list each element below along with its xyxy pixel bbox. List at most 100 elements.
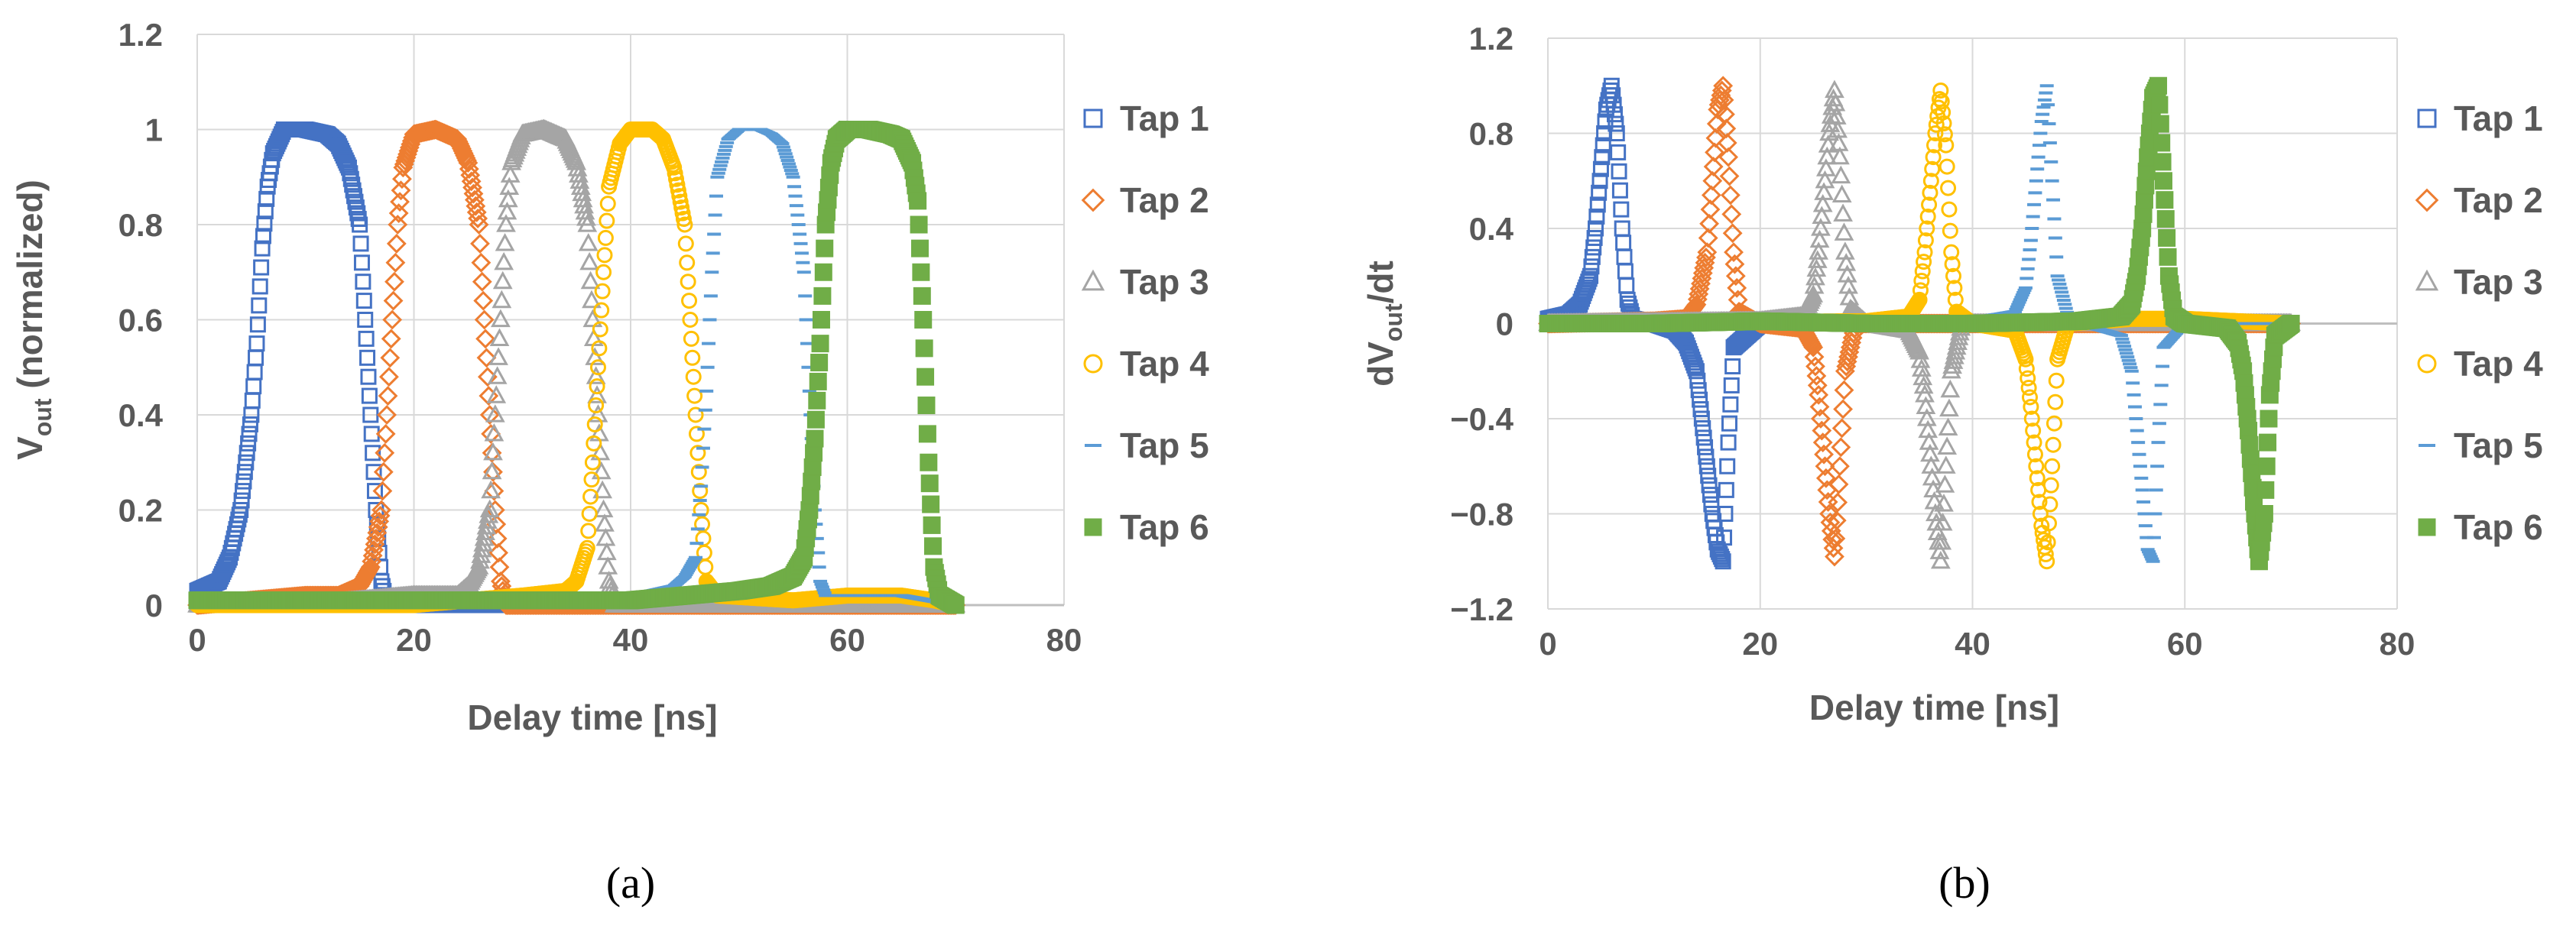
x-tick-label: 60 xyxy=(2167,626,2203,662)
y-tick-label: 0 xyxy=(1496,306,1513,342)
y-axis-title-rest: /dt xyxy=(1361,261,1400,303)
data-point xyxy=(378,386,398,406)
x-tick-label: 0 xyxy=(188,622,206,658)
data-point xyxy=(371,500,391,520)
y-axis-title-subscript: out xyxy=(29,398,57,436)
data-point xyxy=(391,180,411,201)
data-point xyxy=(257,203,274,220)
data-point xyxy=(1610,144,1627,160)
data-point xyxy=(1720,434,1737,451)
data-point xyxy=(920,453,938,471)
data-point xyxy=(684,349,701,366)
data-point xyxy=(599,196,616,212)
data-point xyxy=(580,523,597,539)
data-point xyxy=(814,263,832,281)
data-point xyxy=(479,405,500,425)
data-point xyxy=(463,183,484,204)
data-point xyxy=(377,405,397,425)
data-point xyxy=(816,239,834,257)
data-point xyxy=(683,330,699,347)
legend-label: Tap 2 xyxy=(1120,180,1209,220)
data-point xyxy=(246,364,263,380)
data-point xyxy=(482,442,502,463)
x-tick-label: 80 xyxy=(2380,626,2415,662)
y-axis-title-main: dV xyxy=(1361,342,1400,387)
data-point xyxy=(685,368,702,385)
legend-item: Tap 1 xyxy=(1083,99,1209,138)
data-point xyxy=(461,171,482,192)
data-point xyxy=(468,208,488,228)
data-point xyxy=(240,435,257,452)
data-point xyxy=(470,233,490,254)
data-point xyxy=(680,274,696,290)
legend-label: Tap 1 xyxy=(1120,99,1209,138)
data-point xyxy=(472,271,492,292)
data-point xyxy=(359,349,376,366)
data-point xyxy=(473,290,494,311)
data-point xyxy=(378,367,399,387)
x-tick-label: 20 xyxy=(1742,626,1778,662)
y-tick-label: 0.8 xyxy=(1469,116,1513,152)
data-point xyxy=(494,251,514,270)
data-point xyxy=(390,192,410,212)
legend-marker xyxy=(1081,188,1105,212)
data-point xyxy=(681,293,698,309)
data-point xyxy=(1722,396,1739,413)
y-tick-label: −1.2 xyxy=(1450,591,1513,627)
data-point xyxy=(806,410,825,429)
data-point xyxy=(372,481,393,501)
chart-a: 0 20 40 60 80 0 0.2 0.4 0.6 0.8 1 1.2 Delay time [ns… xyxy=(10,17,1209,737)
data-point xyxy=(946,596,965,614)
data-point xyxy=(235,473,252,490)
data-point xyxy=(578,232,599,251)
data-point xyxy=(599,212,615,229)
data-point xyxy=(910,239,929,257)
data-point xyxy=(360,368,377,385)
data-point xyxy=(233,492,250,509)
data-point xyxy=(365,464,382,481)
data-point xyxy=(813,287,832,305)
data-point xyxy=(476,348,497,368)
data-point xyxy=(365,445,381,461)
data-point xyxy=(254,240,271,257)
data-point xyxy=(594,283,611,299)
data-point xyxy=(1723,377,1740,393)
data-point xyxy=(495,232,515,251)
y-axis-title-subscript: out xyxy=(1380,303,1407,342)
data-point xyxy=(459,159,479,180)
chart-b: 0 20 40 60 80 1.2 0.8 0.4 0 −0.4 −0.8 −1.2 Delay tim… xyxy=(1361,21,2543,727)
data-point xyxy=(380,348,401,368)
data-point xyxy=(593,499,614,518)
y-tick-label: −0.4 xyxy=(1450,401,1514,437)
data-point xyxy=(235,483,251,500)
y-tick-label: 1 xyxy=(145,112,163,148)
data-point xyxy=(460,165,481,186)
data-point xyxy=(1724,358,1741,375)
y-tick-label: 0 xyxy=(145,588,163,623)
y-tick-label: 1.2 xyxy=(118,17,163,53)
data-point xyxy=(244,392,261,409)
legend-label: Tap 5 xyxy=(1120,426,1209,465)
legend-label: Tap 6 xyxy=(1120,507,1209,547)
data-point xyxy=(909,192,927,210)
y-axis-title: dVout/dt xyxy=(1361,261,1407,387)
data-point xyxy=(357,312,374,328)
data-point xyxy=(388,215,408,235)
data-point xyxy=(910,215,928,234)
plot-area xyxy=(187,118,966,615)
data-point xyxy=(366,483,383,500)
legend-item: Tap 6 xyxy=(1084,507,1209,547)
data-point xyxy=(232,502,249,518)
data-point xyxy=(255,228,271,244)
data-point xyxy=(385,252,406,273)
data-point xyxy=(598,556,618,575)
data-point xyxy=(358,330,375,347)
data-point xyxy=(383,290,404,311)
data-point xyxy=(253,259,270,276)
x-axis-title: Delay time [ns] xyxy=(467,698,717,737)
data-point xyxy=(491,309,511,328)
data-point xyxy=(492,290,512,309)
legend-marker xyxy=(1083,108,1103,128)
data-point xyxy=(483,461,503,482)
data-point xyxy=(382,309,403,330)
